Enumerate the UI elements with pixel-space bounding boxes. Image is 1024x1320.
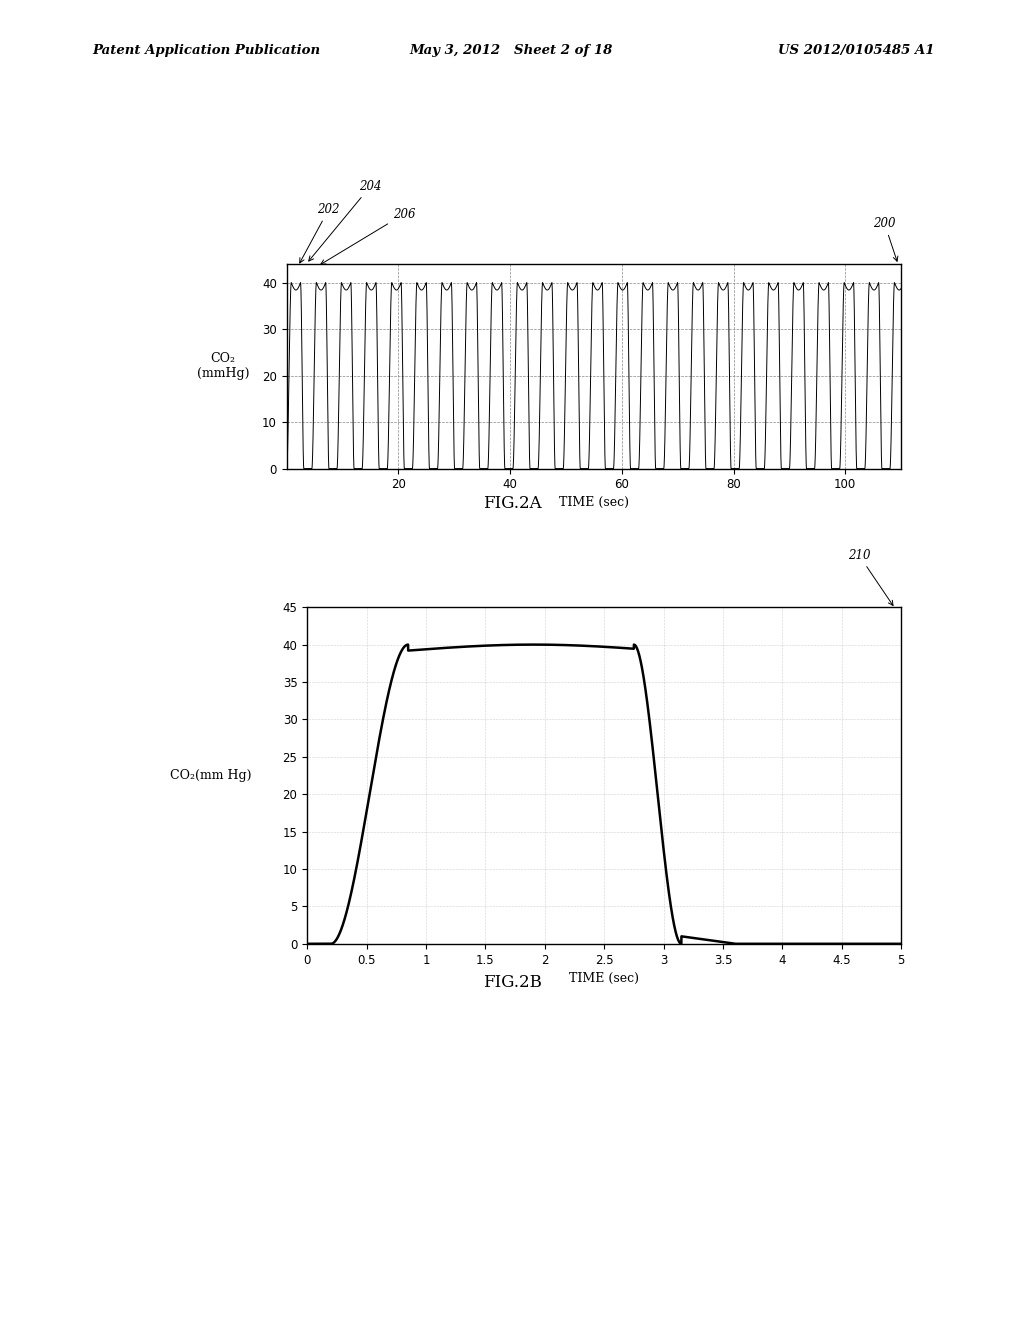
Y-axis label: CO₂(mm Hg): CO₂(mm Hg)	[170, 770, 251, 781]
Y-axis label: CO₂
(mmHg): CO₂ (mmHg)	[197, 352, 250, 380]
Text: FIG.2A: FIG.2A	[482, 495, 542, 512]
Text: 202: 202	[300, 203, 340, 263]
Text: Patent Application Publication: Patent Application Publication	[92, 44, 321, 57]
X-axis label: TIME (sec): TIME (sec)	[559, 496, 629, 510]
Text: 206: 206	[321, 207, 416, 264]
Text: 204: 204	[308, 180, 382, 261]
X-axis label: TIME (sec): TIME (sec)	[569, 972, 639, 985]
Text: 200: 200	[873, 216, 898, 261]
Text: FIG.2B: FIG.2B	[482, 974, 542, 991]
Text: May 3, 2012   Sheet 2 of 18: May 3, 2012 Sheet 2 of 18	[410, 44, 613, 57]
Text: 210: 210	[848, 549, 893, 606]
Text: US 2012/0105485 A1: US 2012/0105485 A1	[778, 44, 935, 57]
